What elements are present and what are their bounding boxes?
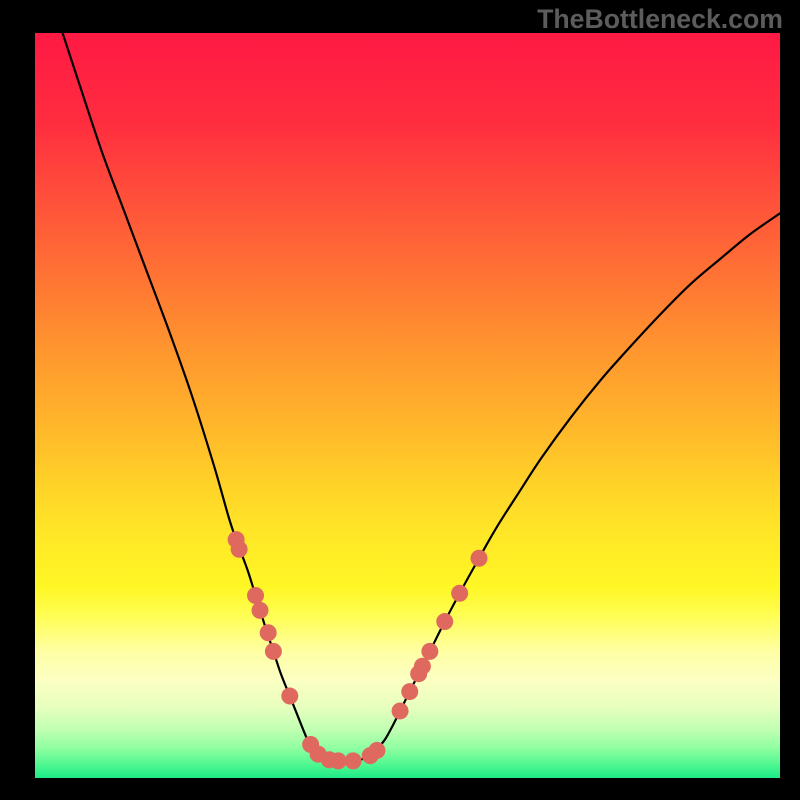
chart-background <box>35 33 780 778</box>
data-marker <box>231 541 248 558</box>
data-marker <box>281 688 298 705</box>
chart-svg <box>35 33 780 778</box>
watermark-text: TheBottleneck.com <box>537 4 783 35</box>
data-marker <box>451 585 468 602</box>
data-marker <box>345 752 362 769</box>
data-marker <box>247 587 264 604</box>
data-marker <box>436 613 453 630</box>
data-marker <box>421 643 438 660</box>
data-marker <box>401 683 418 700</box>
data-marker <box>392 702 409 719</box>
chart-plot-area <box>35 33 780 778</box>
data-marker <box>471 550 488 567</box>
data-marker <box>414 658 431 675</box>
data-marker <box>265 643 282 660</box>
data-marker <box>330 752 347 769</box>
data-marker <box>251 602 268 619</box>
data-marker <box>260 624 277 641</box>
data-marker <box>368 742 385 759</box>
